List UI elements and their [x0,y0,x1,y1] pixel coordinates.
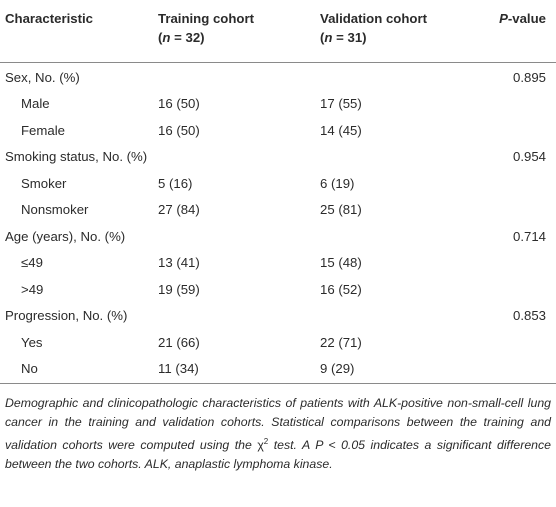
table-row: Yes 21 (66) 22 (71) [0,330,556,357]
row-label: Yes [21,334,43,350]
row-label: >49 [21,281,44,297]
p-value [472,118,556,145]
validation-value [310,303,472,330]
validation-value: 16 (52) [320,281,362,297]
chi-symbol: χ [257,438,264,452]
table-row: No 11 (34) 9 (29) [0,356,556,384]
validation-value: 14 (45) [320,122,362,138]
training-n-value: = 32) [170,30,205,45]
training-value: 11 (34) [148,356,310,384]
table-row: Progression, No. (%) 0.853 [0,303,556,330]
p-value [472,356,556,384]
table-row: Smoker 5 (16) 6 (19) [0,171,556,198]
p-value [472,330,556,357]
characteristics-table: Characteristic Training cohort (n = 32) … [0,0,556,384]
header-training-cohort: Training cohort (n = 32) [148,0,310,63]
validation-value [310,144,472,171]
validation-value: 25 (81) [320,202,362,218]
row-label: Sex, No. (%) [5,69,80,85]
validation-value: 6 (19) [320,175,355,191]
table-body: Sex, No. (%) 0.895 Male 16 (50) 17 (55) … [0,62,556,384]
p-value [472,250,556,277]
validation-value: 9 (29) [310,356,472,384]
table-row: Female 16 (50) 14 (45) [0,118,556,145]
table-header: Characteristic Training cohort (n = 32) … [0,0,556,63]
row-label: Male [21,96,50,112]
validation-value: 22 (71) [320,334,362,350]
validation-n-symbol: n [324,30,333,45]
training-value [148,62,310,91]
row-label: ≤49 [21,255,43,271]
p-value: 0.895 [512,69,546,85]
training-value [148,303,310,330]
footnote-text-2: test. A P < 0.05 indicates a significant… [5,438,551,471]
training-value [148,224,310,251]
table-row: >49 19 (59) 16 (52) [0,277,556,304]
p-value [472,197,556,224]
footnote-text-1: Demographic and clinicopathologic charac… [5,396,551,452]
chi-superscript: 2 [263,437,269,446]
row-label: Female [21,122,65,138]
header-p-value: P-value [472,0,556,63]
training-title: Training cohort [158,11,254,26]
p-value [472,171,556,198]
p-value: 0.853 [512,308,546,324]
training-value [148,144,310,171]
table-row: Male 16 (50) 17 (55) [0,91,556,118]
training-value: 5 (16) [158,175,193,191]
row-label: No [0,356,148,384]
validation-value [310,224,472,251]
p-value [472,91,556,118]
row-label: Progression, No. (%) [5,308,128,324]
training-value: 21 (66) [158,334,200,350]
table-row: Nonsmoker 27 (84) 25 (81) [0,197,556,224]
p-value [472,277,556,304]
table-footnote: Demographic and clinicopathologic charac… [5,394,551,474]
validation-value: 17 (55) [320,96,362,112]
validation-title: Validation cohort [320,11,427,26]
training-n-symbol: n [162,30,171,45]
training-value: 27 (84) [158,202,200,218]
validation-value [310,62,472,91]
row-label: Age (years), No. (%) [5,228,126,244]
training-value: 13 (41) [158,255,200,271]
row-label: Smoker [21,175,67,191]
table-row: Age (years), No. (%) 0.714 [0,224,556,251]
header-characteristic: Characteristic [0,0,148,63]
training-value: 16 (50) [158,96,200,112]
row-label: Smoking status, No. (%) [5,149,148,165]
p-value: 0.954 [512,149,546,165]
validation-value: 15 (48) [320,255,362,271]
row-label: Nonsmoker [21,202,89,218]
table-row: Smoking status, No. (%) 0.954 [0,144,556,171]
p-value: 0.714 [512,228,546,244]
header-validation-cohort: Validation cohort (n = 31) [310,0,472,63]
validation-n-value: = 31) [332,30,367,45]
table-row: Sex, No. (%) 0.895 [0,62,556,91]
table-row: ≤49 13 (41) 15 (48) [0,250,556,277]
training-value: 16 (50) [158,122,200,138]
training-value: 19 (59) [158,281,200,297]
header-row: Characteristic Training cohort (n = 32) … [0,0,556,63]
